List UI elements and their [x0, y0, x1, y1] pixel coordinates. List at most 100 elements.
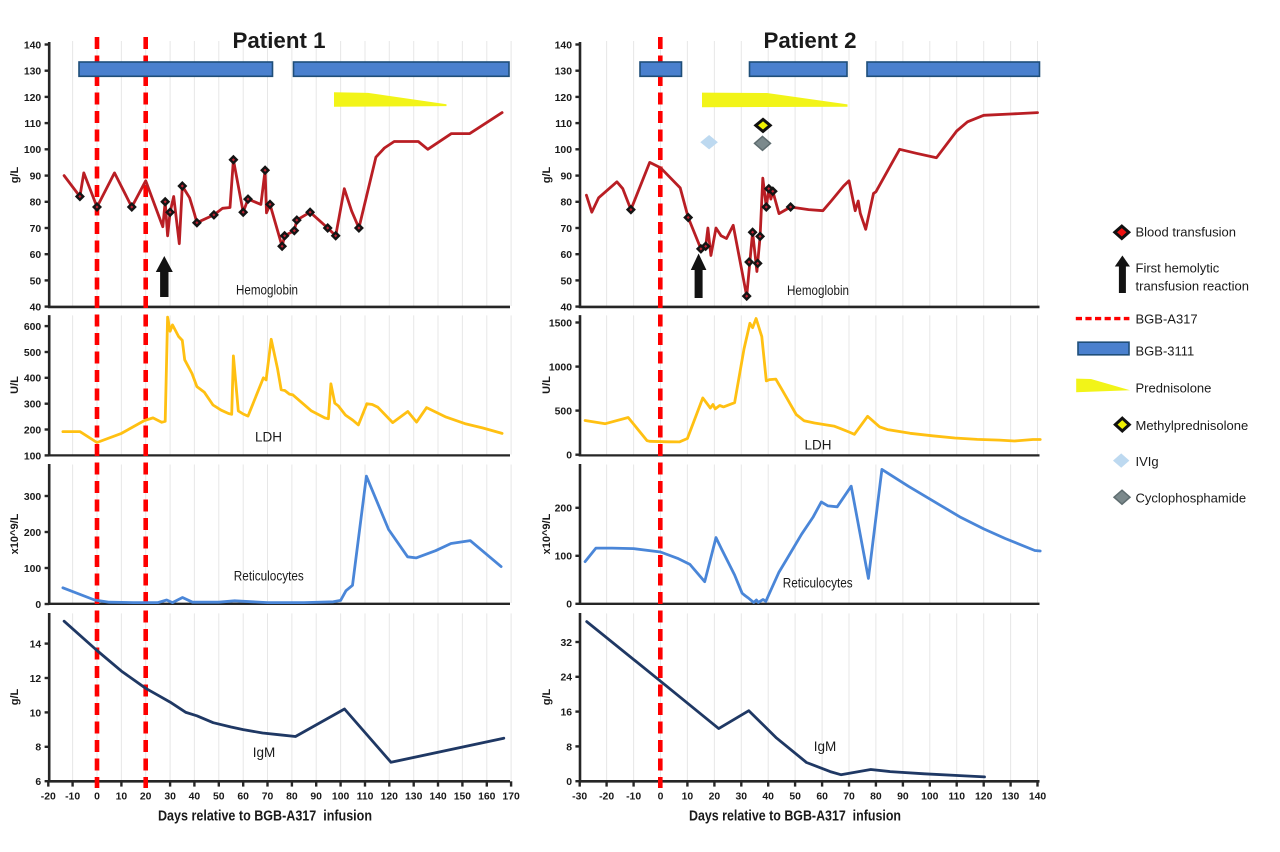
svg-text:0: 0 — [94, 792, 100, 803]
svg-text:40: 40 — [762, 792, 774, 803]
svg-text:transfusion reaction: transfusion reaction — [1136, 278, 1249, 293]
svg-text:110: 110 — [24, 119, 41, 130]
svg-text:Hemoglobin: Hemoglobin — [236, 283, 298, 298]
svg-text:10: 10 — [30, 708, 42, 719]
svg-text:10: 10 — [682, 792, 694, 803]
svg-text:Blood transfusion: Blood transfusion — [1136, 224, 1236, 239]
svg-text:90: 90 — [560, 172, 572, 183]
svg-text:g/L: g/L — [541, 166, 553, 183]
svg-text:70: 70 — [560, 224, 572, 235]
svg-text:130: 130 — [24, 67, 42, 78]
svg-text:70: 70 — [843, 792, 855, 803]
svg-text:Cyclophosphamide: Cyclophosphamide — [1136, 491, 1247, 506]
svg-text:50: 50 — [560, 276, 572, 287]
svg-text:First hemolytic: First hemolytic — [1136, 261, 1220, 276]
svg-text:200: 200 — [24, 425, 42, 436]
svg-text:50: 50 — [213, 792, 225, 803]
svg-text:80: 80 — [30, 198, 42, 209]
svg-text:80: 80 — [870, 792, 882, 803]
svg-text:14: 14 — [30, 640, 42, 651]
svg-text:32: 32 — [560, 638, 572, 649]
svg-text:100: 100 — [555, 145, 573, 156]
svg-text:IgM: IgM — [253, 745, 276, 760]
svg-text:Days relative to BGB-A317 inf: Days relative to BGB-A317 infusion — [158, 809, 372, 825]
svg-text:60: 60 — [816, 792, 828, 803]
svg-text:140: 140 — [555, 40, 573, 51]
svg-text:x10^9/L: x10^9/L — [541, 513, 553, 554]
svg-text:50: 50 — [789, 792, 801, 803]
svg-text:-20: -20 — [41, 792, 56, 803]
svg-text:140: 140 — [24, 40, 42, 51]
svg-text:140: 140 — [429, 792, 447, 803]
svg-text:300: 300 — [24, 492, 42, 503]
svg-text:90: 90 — [897, 792, 909, 803]
svg-text:g/L: g/L — [9, 688, 21, 705]
svg-text:130: 130 — [1002, 792, 1020, 803]
svg-text:12: 12 — [30, 674, 42, 685]
svg-text:60: 60 — [560, 250, 572, 261]
svg-text:20: 20 — [140, 792, 152, 803]
svg-text:-10: -10 — [65, 792, 80, 803]
svg-text:BGB-A317: BGB-A317 — [1136, 312, 1198, 327]
svg-text:-10: -10 — [626, 792, 641, 803]
svg-text:x10^9/L: x10^9/L — [9, 513, 21, 554]
svg-text:40: 40 — [189, 792, 201, 803]
svg-text:40: 40 — [30, 303, 42, 314]
svg-text:IVIg: IVIg — [1136, 454, 1159, 469]
svg-text:40: 40 — [560, 303, 572, 314]
svg-text:120: 120 — [555, 93, 573, 104]
svg-text:140: 140 — [1029, 792, 1047, 803]
svg-text:Methylprednisolone: Methylprednisolone — [1136, 418, 1249, 433]
svg-text:100: 100 — [24, 145, 42, 156]
svg-text:50: 50 — [30, 276, 42, 287]
svg-text:8: 8 — [35, 743, 41, 754]
svg-text:8: 8 — [566, 742, 572, 753]
svg-text:110: 110 — [357, 792, 374, 803]
svg-text:24: 24 — [560, 673, 572, 684]
svg-text:150: 150 — [454, 792, 472, 803]
svg-text:80: 80 — [286, 792, 298, 803]
svg-text:-20: -20 — [599, 792, 614, 803]
svg-text:500: 500 — [24, 348, 42, 359]
svg-text:90: 90 — [30, 172, 42, 183]
svg-text:LDH: LDH — [804, 438, 831, 453]
svg-text:120: 120 — [975, 792, 993, 803]
svg-text:Reticulocytes: Reticulocytes — [234, 569, 304, 584]
svg-text:130: 130 — [405, 792, 423, 803]
svg-text:80: 80 — [560, 198, 572, 209]
svg-text:0: 0 — [566, 600, 572, 611]
svg-text:Days relative to BGB-A317 inf: Days relative to BGB-A317 infusion — [689, 809, 901, 825]
svg-text:60: 60 — [30, 250, 42, 261]
svg-text:200: 200 — [24, 528, 42, 539]
svg-text:30: 30 — [164, 792, 176, 803]
svg-text:100: 100 — [921, 792, 939, 803]
svg-text:400: 400 — [24, 374, 42, 385]
svg-text:Prednisolone: Prednisolone — [1136, 381, 1212, 396]
svg-text:20: 20 — [709, 792, 721, 803]
svg-text:U/L: U/L — [541, 376, 553, 394]
svg-text:0: 0 — [566, 451, 572, 462]
svg-text:110: 110 — [555, 119, 572, 130]
svg-text:500: 500 — [555, 407, 573, 418]
svg-text:100: 100 — [24, 564, 42, 575]
svg-text:100: 100 — [555, 552, 573, 563]
svg-text:LDH: LDH — [255, 430, 282, 445]
svg-text:200: 200 — [555, 504, 573, 515]
svg-text:110: 110 — [948, 792, 965, 803]
svg-text:90: 90 — [310, 792, 322, 803]
svg-text:BGB-3111: BGB-3111 — [1136, 344, 1195, 359]
svg-text:Hemoglobin: Hemoglobin — [787, 283, 849, 298]
svg-text:120: 120 — [381, 792, 399, 803]
svg-text:70: 70 — [30, 224, 42, 235]
svg-text:1500: 1500 — [549, 318, 572, 329]
svg-text:16: 16 — [560, 708, 572, 719]
svg-text:Patient 2: Patient 2 — [764, 28, 857, 53]
svg-text:g/L: g/L — [9, 166, 21, 183]
svg-text:70: 70 — [262, 792, 274, 803]
svg-text:6: 6 — [35, 777, 41, 788]
svg-text:U/L: U/L — [9, 376, 21, 394]
svg-text:100: 100 — [24, 451, 42, 462]
svg-text:600: 600 — [24, 322, 42, 333]
svg-text:0: 0 — [566, 777, 572, 788]
svg-text:Patient 1: Patient 1 — [233, 28, 326, 53]
